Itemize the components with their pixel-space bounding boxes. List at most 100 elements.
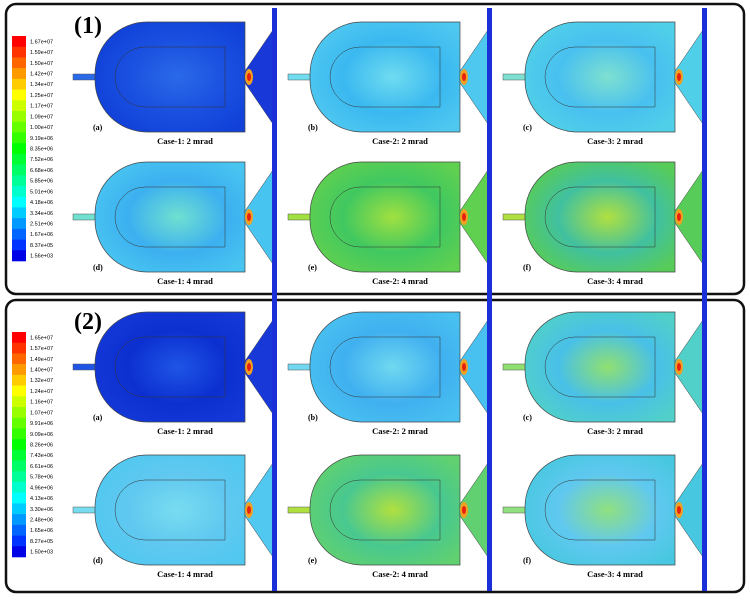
inner-contour: [114, 186, 226, 248]
inlet-pipe: [72, 363, 98, 371]
legend-swatch: [12, 239, 26, 251]
legend-label: 5.78e+06: [30, 475, 53, 481]
inner-contour: [329, 186, 441, 248]
panel-tag: (d): [93, 263, 103, 272]
legend-label: 9.91e+06: [30, 421, 53, 427]
legend-label: 7.52e+06: [30, 157, 53, 163]
legend-label: 1.65e+07: [30, 335, 53, 341]
panel-caption: Case-3: 4 mrad: [587, 569, 643, 579]
hot-core: [677, 506, 681, 514]
panel-caption: Case-1: 2 mrad: [157, 136, 213, 146]
wall-bar: [272, 148, 277, 298]
legend-label: 2.51e+06: [30, 222, 53, 228]
legend-label: 5.01e+06: [30, 189, 53, 195]
panel-tag: (d): [93, 556, 103, 565]
legend-swatch: [12, 449, 26, 461]
legend-swatch: [12, 503, 26, 515]
legend-swatch: [12, 460, 26, 472]
panel-tag: (f): [523, 556, 531, 565]
legend-swatch: [12, 407, 26, 419]
panel-caption: Case-1: 2 mrad: [157, 426, 213, 436]
panel-caption: Case-3: 4 mrad: [587, 276, 643, 286]
legend-swatch: [12, 121, 26, 133]
legend-swatch: [12, 46, 26, 58]
chamber: [94, 311, 246, 423]
legend-label: 3.30e+06: [30, 507, 53, 513]
legend-label: 1.50e+03: [30, 550, 53, 556]
hot-core: [677, 363, 681, 371]
legend-label: 1.57e+07: [30, 346, 53, 352]
legend-swatch: [12, 207, 26, 219]
legend-label: 1.40e+07: [30, 368, 53, 374]
legend-swatch: [12, 100, 26, 112]
chamber: [94, 454, 246, 566]
inlet-pipe: [502, 363, 528, 371]
hot-core: [247, 506, 251, 514]
wall-bar: [487, 298, 492, 448]
inlet-pipe: [502, 213, 528, 221]
legend-label: 1.65e+06: [30, 528, 53, 534]
inlet-pipe: [72, 213, 98, 221]
legend-label: 1.17e+07: [30, 104, 53, 110]
chamber: [309, 311, 461, 423]
legend-label: 1.00e+07: [30, 125, 53, 131]
inner-contour: [544, 336, 656, 398]
panel-tag: (a): [93, 413, 103, 422]
legend-swatch: [12, 132, 26, 144]
legend-swatch: [12, 364, 26, 376]
legend-swatch: [12, 186, 26, 198]
chamber: [524, 161, 676, 273]
panel-tag: (e): [308, 263, 317, 272]
legend-swatch: [12, 250, 26, 262]
hot-core: [677, 213, 681, 221]
inner-contour: [329, 336, 441, 398]
inlet-pipe: [287, 73, 313, 81]
legend-swatch: [12, 175, 26, 187]
legend-label: 1.67e+06: [30, 232, 53, 238]
chamber: [309, 454, 461, 566]
legend-swatch: [12, 228, 26, 240]
wall-bar: [487, 148, 492, 298]
legend-label: 6.61e+06: [30, 464, 53, 470]
frame: [4, 298, 746, 594]
panel-caption: Case-1: 4 mrad: [157, 276, 213, 286]
legend-swatch: [12, 428, 26, 440]
legend-swatch: [12, 471, 26, 483]
legend-swatch: [12, 482, 26, 494]
panel-caption: Case-2: 2 mrad: [372, 426, 428, 436]
legend-label: 4.96e+06: [30, 485, 53, 491]
panel-tag: (c): [523, 413, 532, 422]
panel-caption: Case-2: 4 mrad: [372, 569, 428, 579]
chamber: [309, 21, 461, 133]
hot-core: [247, 73, 251, 81]
inner-contour: [329, 479, 441, 541]
legend-swatch: [12, 417, 26, 429]
legend-label: 1.42e+07: [30, 72, 53, 78]
legend-swatch: [12, 492, 26, 504]
legend-swatch: [12, 153, 26, 165]
panel-tag: (b): [308, 413, 318, 422]
panel-caption: Case-3: 2 mrad: [587, 426, 643, 436]
chamber: [94, 161, 246, 273]
legend-swatch: [12, 524, 26, 536]
legend-label: 1.56e+03: [30, 254, 53, 260]
figure-label: (1): [74, 13, 102, 39]
legend-label: 8.35e+06: [30, 147, 53, 153]
inlet-pipe: [287, 213, 313, 221]
hot-core: [677, 73, 681, 81]
panel-caption: Case-3: 2 mrad: [587, 136, 643, 146]
wall-bar: [272, 441, 277, 591]
legend-swatch: [12, 396, 26, 408]
legend-label: 8.27e+05: [30, 539, 53, 545]
legend-label: 8.37e+05: [30, 243, 53, 249]
hot-core: [247, 213, 251, 221]
legend-label: 1.25e+07: [30, 93, 53, 99]
inner-contour: [544, 479, 656, 541]
legend-label: 3.34e+06: [30, 211, 53, 217]
wall-bar: [702, 148, 707, 298]
legend-swatch: [12, 332, 26, 344]
legend-label: 1.32e+07: [30, 378, 53, 384]
legend-swatch: [12, 514, 26, 526]
panel-caption: Case-2: 2 mrad: [372, 136, 428, 146]
legend-label: 1.49e+07: [30, 357, 53, 363]
